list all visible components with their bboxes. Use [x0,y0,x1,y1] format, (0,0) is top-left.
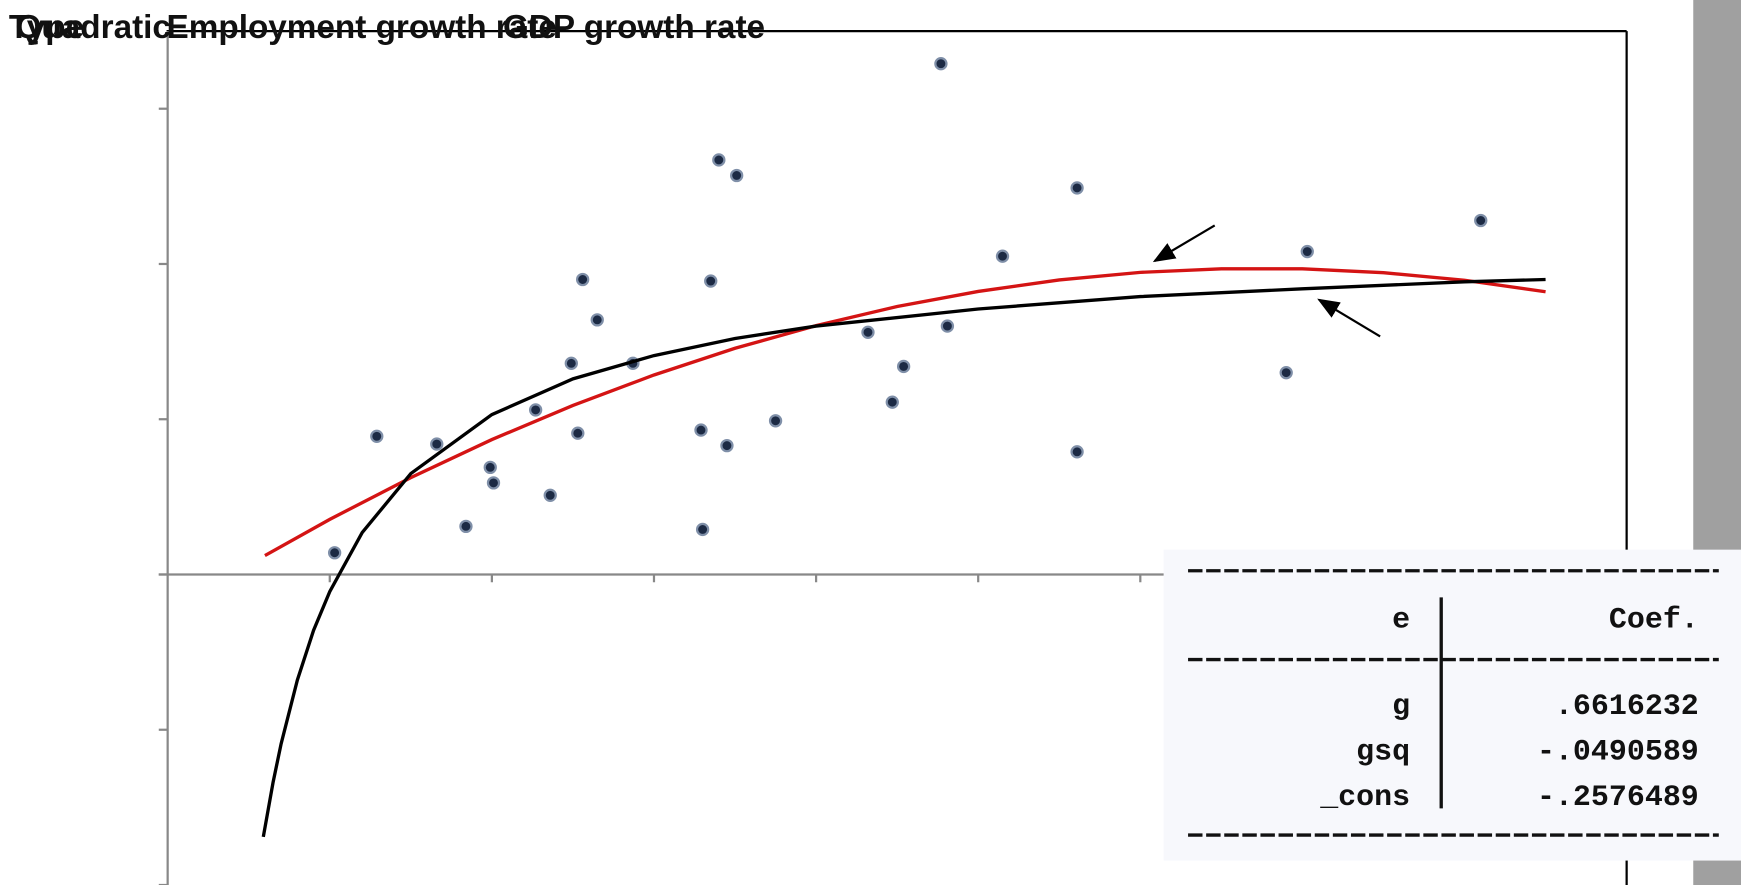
arrow [1317,298,1381,338]
data-point [327,546,342,560]
fit-curve [261,277,1546,838]
regression-table: e Coef. g .6616232 gsq -.0490589 _cons -.2576… [1163,549,1741,861]
row-label: gsq [1356,736,1410,770]
data-point [861,325,875,339]
table-header: Coef. [1609,603,1699,637]
data-point [704,274,718,288]
data-point [720,438,734,453]
data-point [934,57,948,71]
data-point [729,168,744,183]
data-point [575,272,590,287]
data-point [940,319,955,333]
coef-value: -.0490589 [1537,736,1699,770]
data-point [1070,445,1084,459]
table-header: e [1392,603,1410,637]
arrow [1152,224,1216,263]
data-point [1474,213,1488,228]
title-part: Type [9,9,84,46]
data-point [571,426,585,440]
coef-value: .6616232 [1555,690,1699,724]
table-bg [1163,549,1741,861]
data-point [370,429,384,443]
data-point [1300,244,1314,259]
data-point [430,437,444,451]
data-point [486,476,501,490]
data-point [995,249,1010,263]
data-point [768,414,783,428]
row-label: _cons [1319,781,1410,815]
data-point [695,522,710,537]
title-part: Employment growth rate [167,9,557,46]
data-point [885,395,899,409]
fit-curve [264,267,1546,558]
title-part: GDP growth rate [503,9,765,46]
data-point [528,403,543,417]
data-point [1279,365,1293,380]
data-point [543,488,557,502]
data-point [564,356,578,371]
coef-value: -.2576489 [1537,781,1699,815]
data-point [1070,181,1084,195]
data-point [712,153,726,167]
row-label: g [1392,690,1410,724]
data-point [590,313,604,327]
data-point [694,423,708,437]
data-point [896,359,911,374]
data-point [483,460,497,475]
data-point [459,519,473,534]
title-part: Quadratic [16,9,171,46]
